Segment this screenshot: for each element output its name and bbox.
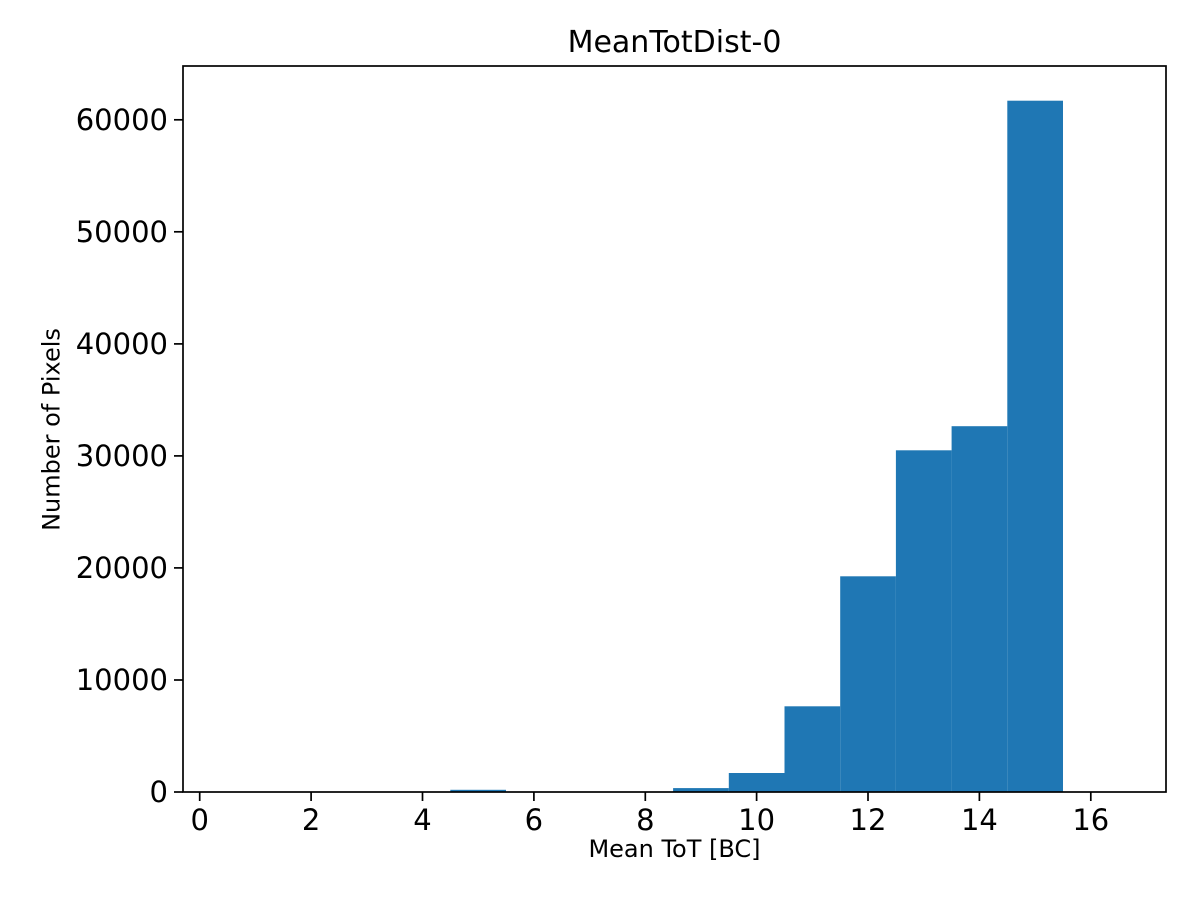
y-axis-label: Number of Pixels <box>37 328 66 531</box>
x-tick-label: 4 <box>413 803 431 837</box>
histogram-bar <box>1007 100 1063 792</box>
histogram-bar <box>728 773 785 792</box>
y-tick-label: 30000 <box>76 439 168 473</box>
x-tick-label: 2 <box>302 803 320 837</box>
histogram-bar <box>951 426 1008 792</box>
histogram-bar <box>673 788 729 792</box>
y-tick-label: 60000 <box>76 103 168 137</box>
chart-title: MeanTotDist-0 <box>567 25 782 60</box>
x-tick-label: 12 <box>850 803 887 837</box>
x-tick-label: 0 <box>190 803 208 837</box>
y-tick-label: 50000 <box>76 215 168 249</box>
x-tick-label: 10 <box>738 803 775 837</box>
x-tick-label: 14 <box>961 803 998 837</box>
x-tick-label: 8 <box>636 803 654 837</box>
x-tick-label: 6 <box>525 803 543 837</box>
y-tick-label: 10000 <box>76 663 168 697</box>
histogram-bar <box>895 450 952 792</box>
plot-border <box>182 65 1167 793</box>
histogram-bar <box>450 789 506 792</box>
x-axis-label: Mean ToT [BC] <box>588 835 761 863</box>
y-tick-label: 0 <box>150 775 168 809</box>
histogram-bar <box>840 576 896 792</box>
y-tick-label: 20000 <box>76 551 168 585</box>
histogram-bar <box>784 706 841 792</box>
y-tick-label: 40000 <box>76 327 168 361</box>
x-tick-label: 16 <box>1072 803 1109 837</box>
